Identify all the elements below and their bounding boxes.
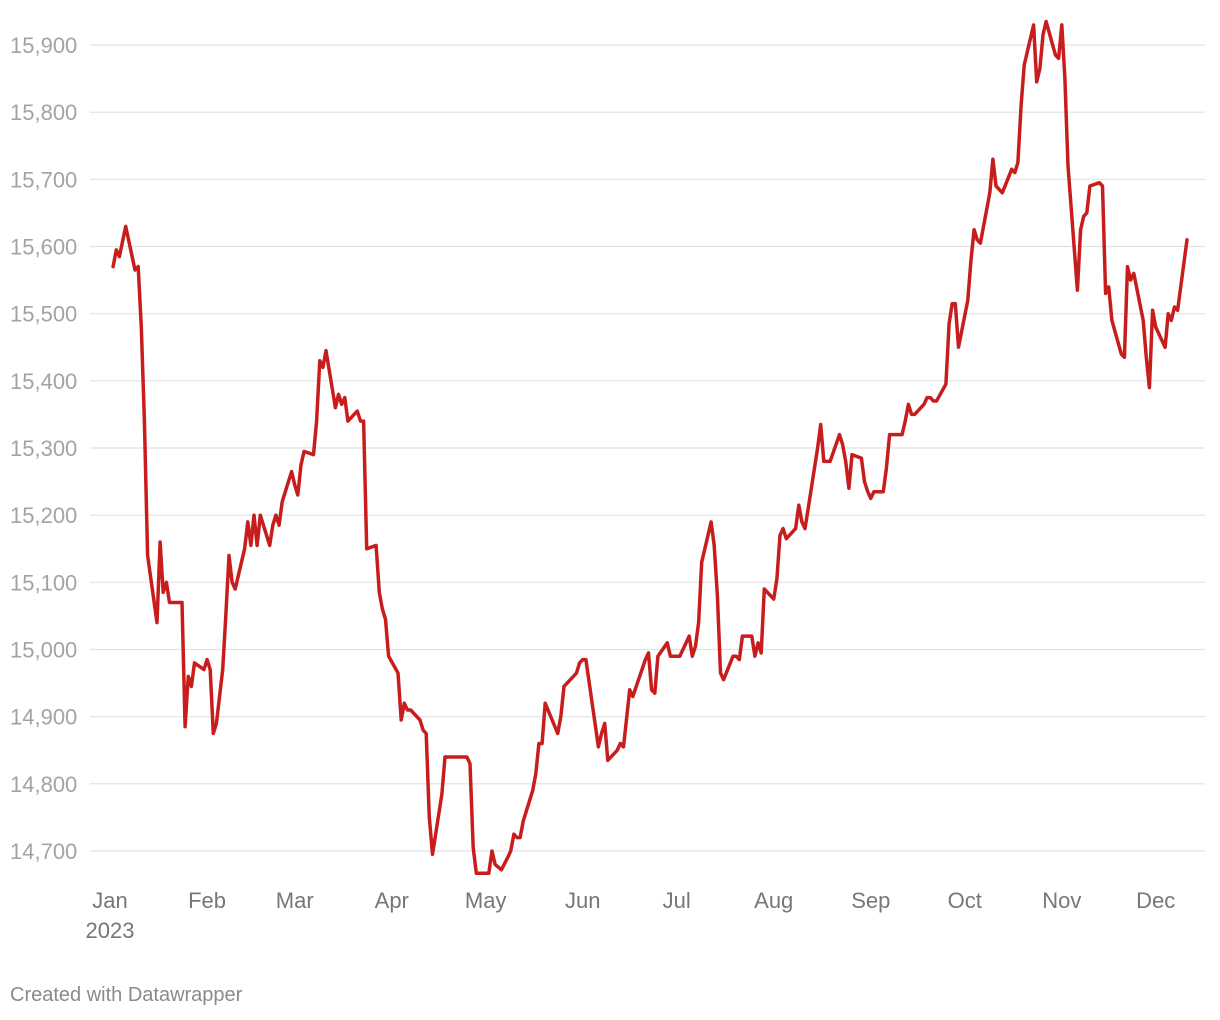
y-tick-label: 14,900 (10, 705, 77, 730)
series-line (111, 19, 1189, 875)
y-axis-tick-labels: 14,700 14,800 14,900 15,000 15,100 15,200 15,3… (10, 33, 77, 864)
y-tick-label: 15,800 (10, 100, 77, 125)
y-tick-label: 15,000 (10, 638, 77, 663)
y-tick-label: 15,500 (10, 302, 77, 327)
gridlines (90, 44, 1205, 852)
x-tick-label: Dec (1136, 888, 1175, 913)
x-tick-label: Aug (754, 888, 793, 913)
x-tick-label: Feb (188, 888, 226, 913)
y-tick-label: 15,300 (10, 436, 77, 461)
credit-text: Created with Datawrapper (10, 984, 243, 1006)
x-tick-label: Jun (565, 888, 600, 913)
y-tick-label: 15,600 (10, 235, 77, 260)
y-tick-label: 15,700 (10, 167, 77, 192)
x-tick-label: May (465, 888, 507, 913)
y-tick-label: 15,200 (10, 503, 77, 528)
y-tick-label: 14,700 (10, 839, 77, 864)
x-tick-label: Jan (92, 888, 127, 913)
x-tick-label: Mar (276, 888, 314, 913)
y-tick-label: 15,400 (10, 369, 77, 394)
series-group (111, 19, 1189, 875)
x-axis-tick-labels: Jan 2023 Feb Mar Apr May Jun Jul Aug Sep Oct Nov Dec (86, 888, 1176, 943)
x-tick-label: Oct (948, 888, 982, 913)
x-tick-label: Sep (851, 888, 890, 913)
x-tick-label: Jul (663, 888, 691, 913)
y-tick-label: 15,900 (10, 33, 77, 58)
x-tick-sublabel: 2023 (86, 918, 135, 943)
x-tick-label: Apr (375, 888, 409, 913)
x-tick-label: Nov (1042, 888, 1081, 913)
y-tick-label: 14,800 (10, 772, 77, 797)
y-tick-label: 15,100 (10, 570, 77, 595)
